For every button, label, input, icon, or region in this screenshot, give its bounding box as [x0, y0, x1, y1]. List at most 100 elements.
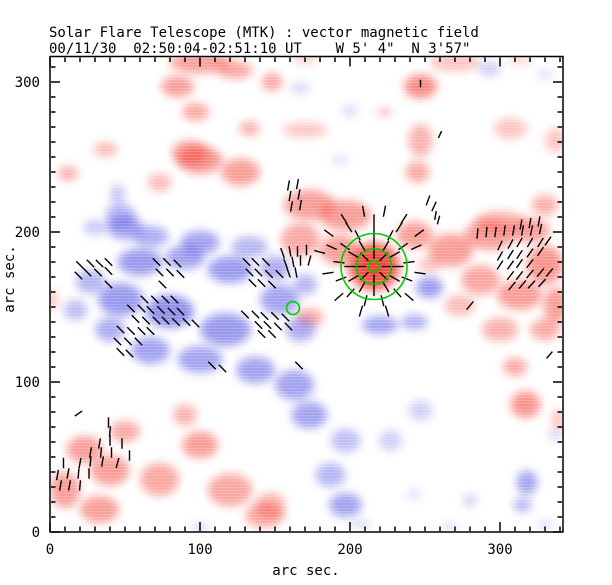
vector-segment	[400, 213, 408, 225]
vector-segment	[511, 225, 516, 236]
vector-segment	[108, 426, 112, 437]
vector-segment	[260, 311, 269, 321]
scanline-texture	[51, 57, 562, 531]
vector-segment	[270, 311, 280, 321]
vector-segment	[286, 180, 291, 191]
vector-segment	[537, 237, 544, 248]
vector-segment	[116, 347, 125, 357]
vector-segment	[126, 304, 136, 313]
vector-segment	[140, 295, 149, 304]
vector-segment	[496, 251, 504, 261]
x-axis-tick-label: 100	[187, 542, 212, 558]
vector-segment	[100, 456, 105, 467]
vector-segment	[288, 190, 292, 202]
vector-segment	[333, 260, 345, 264]
vector-segment	[141, 316, 151, 325]
vector-segment	[397, 242, 409, 251]
vector-segment	[288, 246, 292, 257]
vector-segment	[537, 216, 541, 227]
x-axis-tick-label: 200	[337, 542, 362, 558]
y-axis-tick-label: 0	[32, 525, 40, 541]
plot-title: Solar Flare Telescope (MTK) : vector mag…	[49, 25, 479, 41]
vector-segment	[125, 349, 134, 358]
vector-segment	[516, 237, 523, 248]
vector-segment	[340, 213, 348, 225]
plot-frame	[49, 55, 564, 533]
vector-segment	[191, 319, 200, 328]
tick-labels: 0 100 200 300 0 100 200 300	[15, 75, 513, 558]
vector-segment	[538, 223, 543, 235]
vector-segment	[207, 361, 217, 370]
plot-subtitle-datetime: 00/11/30 02:50:04-02:51:10 UT W 5' 4" N …	[49, 41, 471, 57]
vector-segment	[156, 305, 166, 315]
vector-segment	[74, 271, 83, 280]
magnetic-vectors	[55, 79, 554, 491]
vector-segment	[104, 266, 113, 276]
vector-segment	[466, 301, 474, 310]
vector-segment	[323, 229, 334, 238]
vector-segment	[281, 313, 290, 322]
secondary-contour-circle	[285, 300, 301, 316]
vector-segment	[334, 292, 344, 302]
vector-segment	[134, 337, 143, 346]
vector-segment	[88, 447, 93, 458]
vector-segment	[401, 276, 413, 282]
vector-segment	[291, 256, 295, 268]
vector-segment	[506, 260, 515, 270]
vector-segment	[155, 268, 164, 277]
vector-segment	[152, 257, 161, 267]
flare-contour-circle	[367, 260, 381, 273]
vector-segment	[358, 240, 366, 251]
vector-segment	[83, 268, 92, 277]
vector-segment	[516, 249, 523, 260]
vector-segment	[518, 280, 527, 289]
vector-segment	[263, 320, 272, 330]
vector-segment	[347, 251, 359, 258]
vector-segment	[58, 480, 63, 491]
vector-segment	[74, 410, 83, 417]
vector-segment	[137, 326, 146, 336]
vector-segment	[104, 257, 113, 267]
vector-segment	[476, 228, 479, 239]
vector-segment	[254, 320, 263, 330]
vector-segment	[251, 257, 260, 267]
vector-segment	[358, 282, 366, 293]
vector-segment	[382, 282, 390, 293]
vector-segment	[410, 244, 422, 251]
x-axis-title: arc sec.	[272, 563, 340, 579]
x-axis-tick-label: 0	[46, 542, 54, 558]
vector-segment	[284, 322, 293, 331]
x-axis-tick-label: 300	[487, 542, 512, 558]
vector-segment	[346, 288, 355, 298]
vector-segment	[261, 257, 271, 267]
vector-segment	[536, 268, 545, 277]
vector-segment	[434, 210, 437, 221]
vector-segment	[99, 447, 103, 458]
vector-segment	[526, 248, 534, 258]
vector-segment	[170, 295, 179, 304]
vector-segment	[494, 226, 497, 238]
vector-segment	[506, 270, 515, 281]
vector-segment	[384, 305, 390, 317]
vector-segment	[345, 222, 353, 233]
vector-segment	[218, 364, 227, 373]
vector-segment	[347, 275, 359, 282]
flare-contour-circle	[340, 232, 408, 301]
vector-segment	[425, 195, 431, 206]
vector-segment	[131, 314, 140, 324]
vector-segment	[295, 178, 300, 190]
vector-segment	[526, 237, 534, 248]
vector-segment	[67, 480, 72, 491]
vector-segment	[387, 229, 394, 241]
vector-segment	[545, 268, 554, 277]
vector-segment	[93, 268, 103, 277]
vector-segment	[115, 457, 120, 469]
vector-segment	[104, 280, 113, 289]
vector-segment	[395, 222, 403, 233]
vector-segment	[167, 307, 176, 316]
vector-segment	[354, 229, 361, 241]
vector-segment	[485, 226, 488, 238]
vector-segment	[431, 201, 437, 212]
